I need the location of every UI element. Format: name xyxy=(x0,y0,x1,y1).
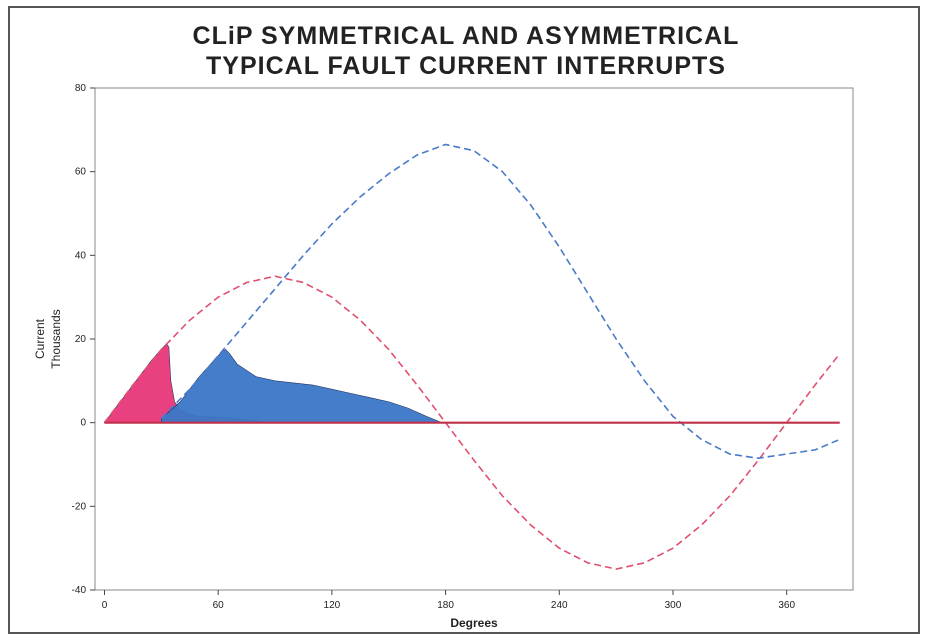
series-line-1 xyxy=(160,143,841,460)
x-tick-label-3: 180 xyxy=(437,600,454,611)
x-tick-label-1: 60 xyxy=(213,600,225,611)
y-tick-label-3: 20 xyxy=(75,334,87,345)
x-tick-label-0: 0 xyxy=(102,600,108,611)
x-tick-label-2: 120 xyxy=(324,600,341,611)
series-area-3 xyxy=(161,349,442,423)
y-tick-label-2: 0 xyxy=(80,418,86,429)
y-axis-label-line1: Current xyxy=(33,318,47,359)
line-group xyxy=(103,143,841,570)
y-tick-label-5: 60 xyxy=(75,167,87,178)
y-tick-label-6: 80 xyxy=(75,83,87,94)
y-tick-label-1: -20 xyxy=(72,501,87,512)
x-tick-label-5: 300 xyxy=(665,600,682,611)
x-tick-label-6: 360 xyxy=(778,600,795,611)
fill-group xyxy=(103,343,442,423)
axes-group: 0 60 120 180 240 300 360 -40 -20 0 20 40 60 80 xyxy=(72,83,796,611)
x-axis-label: Degrees xyxy=(450,616,498,630)
y-tick-label-0: -40 xyxy=(72,585,87,596)
chart-title-line1: CLiP SYMMETRICAL AND ASYMMETRICAL xyxy=(192,22,740,50)
y-axis-label-line2: Thousands xyxy=(49,309,63,368)
chart-title-line2: TYPICAL FAULT CURRENT INTERRUPTS xyxy=(206,52,726,80)
series-line-0 xyxy=(103,275,841,570)
x-tick-label-4: 240 xyxy=(551,600,568,611)
plot-area xyxy=(94,87,854,591)
y-tick-label-4: 40 xyxy=(75,250,87,261)
